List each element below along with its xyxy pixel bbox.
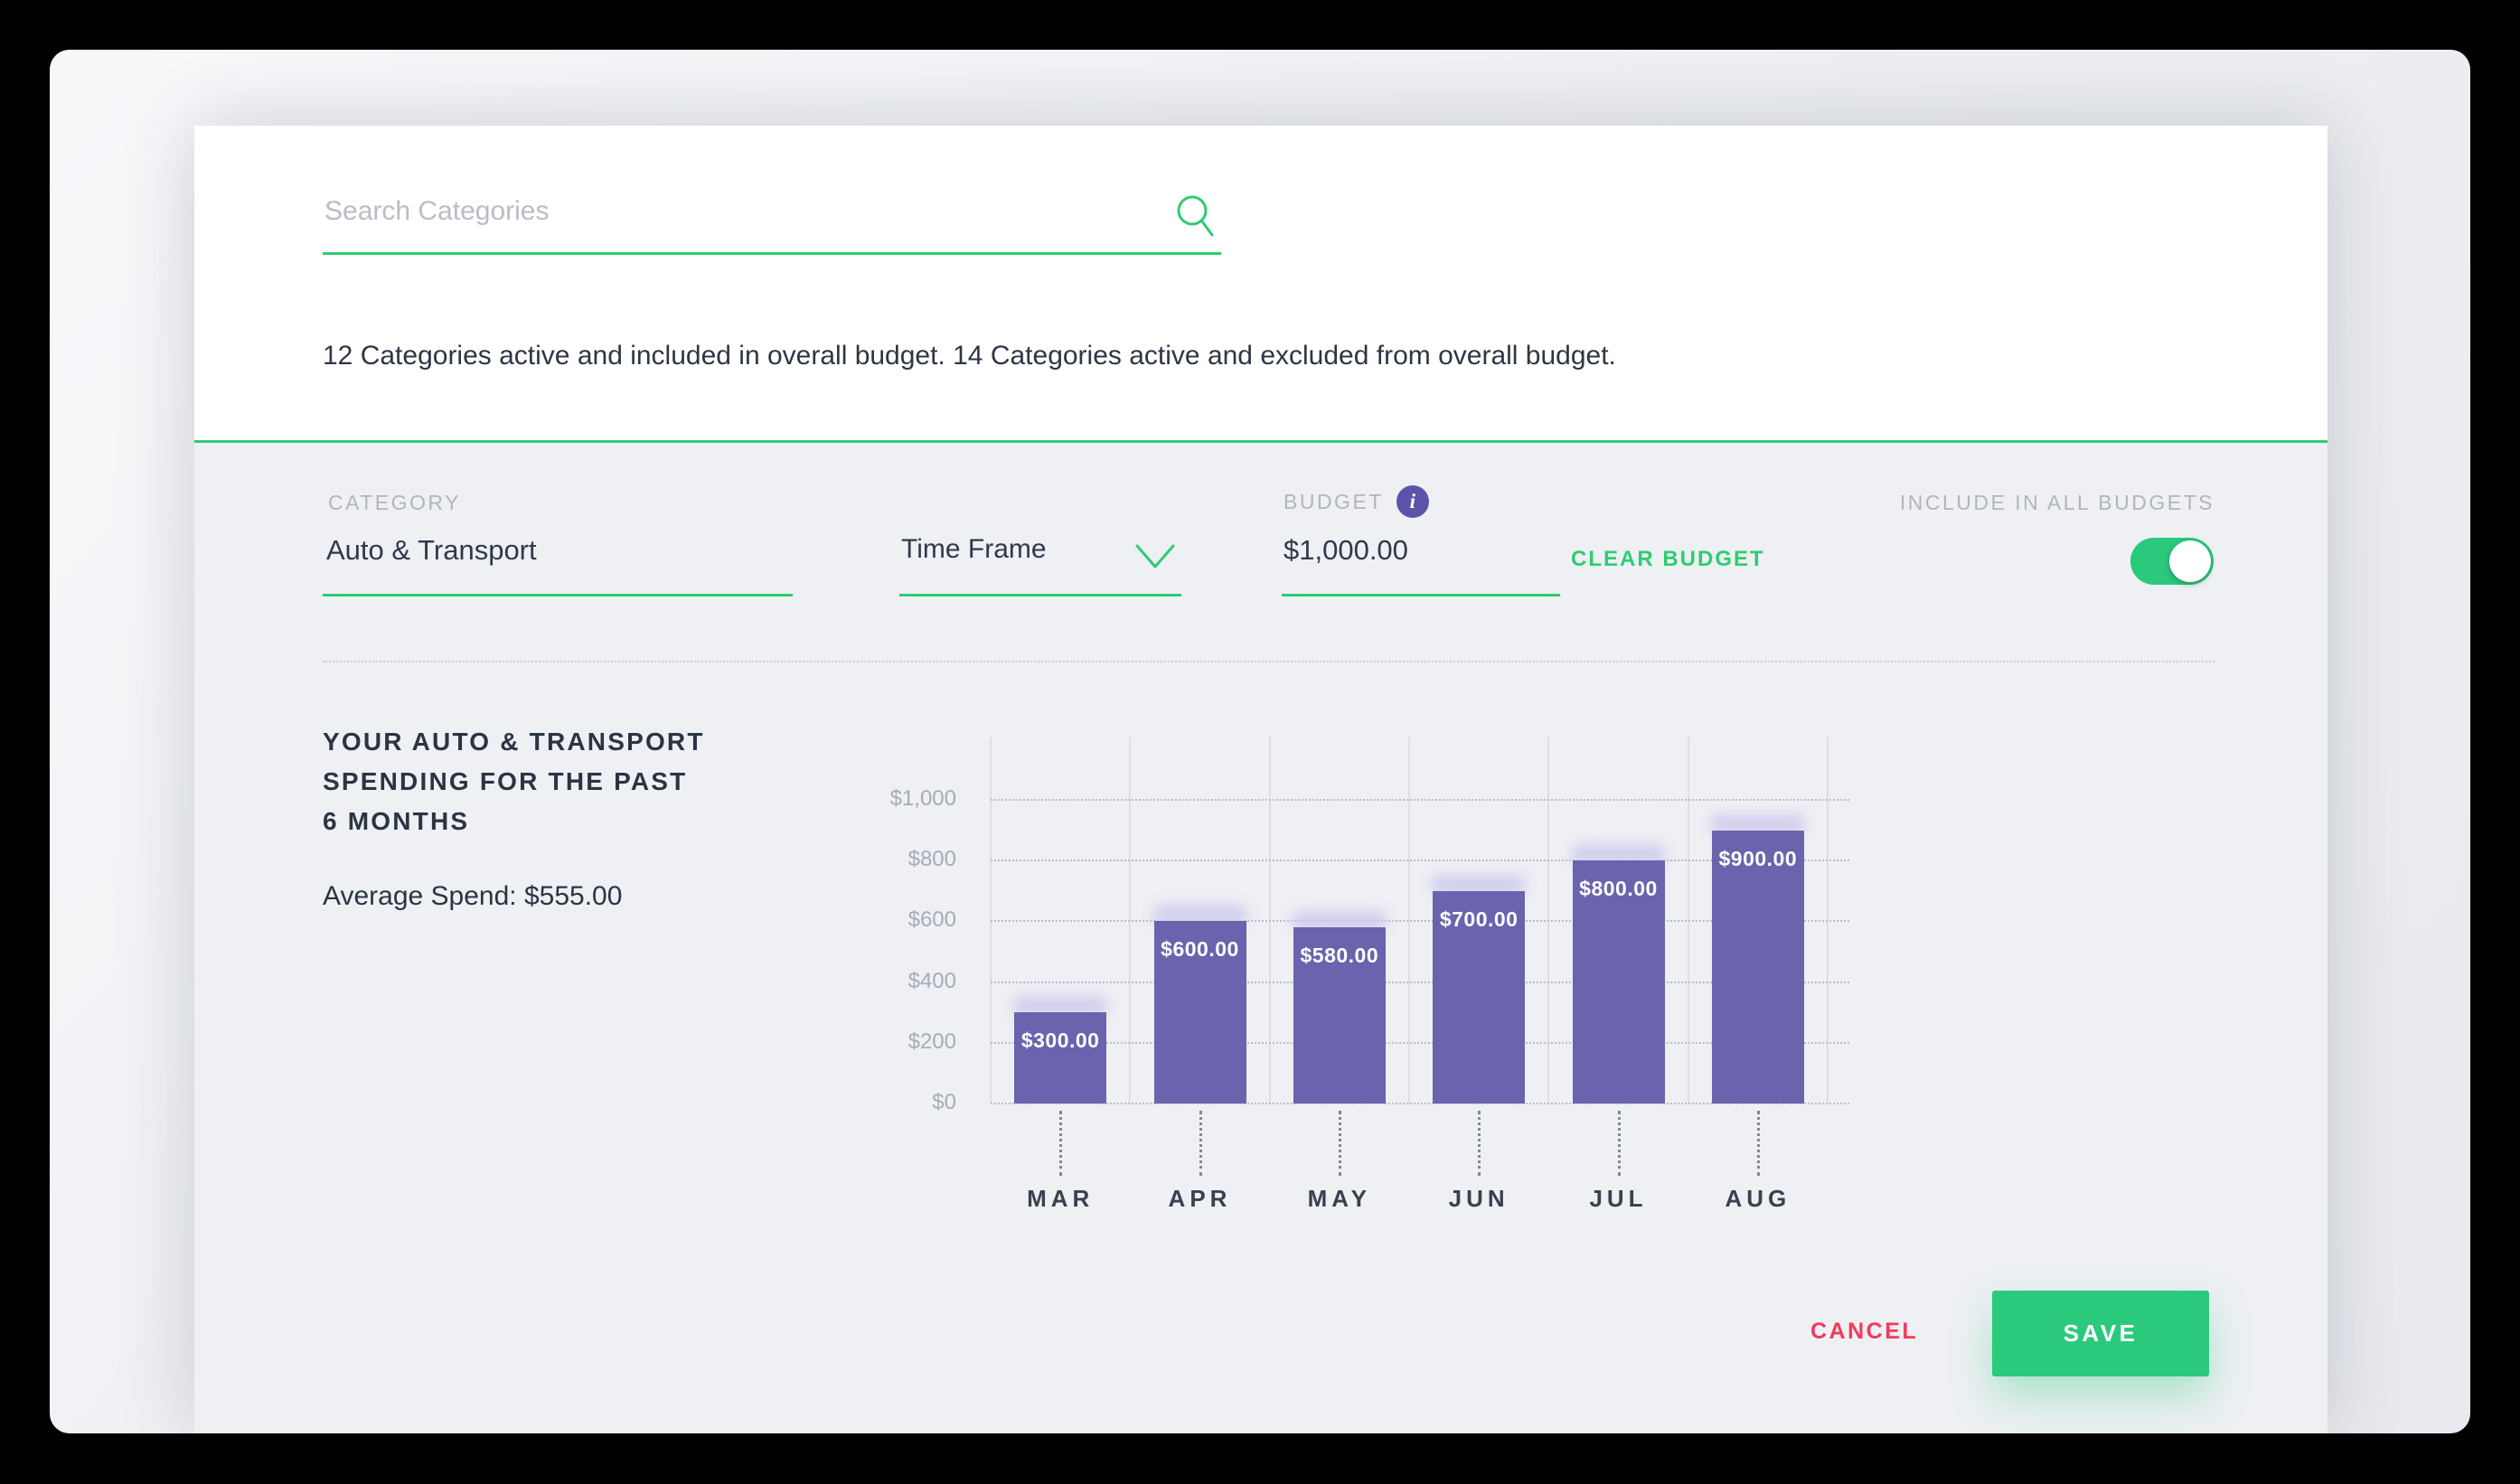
grid-hline: [991, 1103, 1849, 1104]
x-axis-label: MAY: [1307, 1185, 1372, 1212]
bar: [1572, 860, 1665, 1104]
category-input[interactable]: Auto & Transport: [326, 534, 537, 566]
bar-value-label: $300.00: [1020, 1028, 1100, 1053]
app-window: 12 Categories active and included in ove…: [50, 50, 2470, 1433]
y-axis-label: $800: [907, 847, 956, 872]
bar-drop-line: [1199, 1111, 1202, 1176]
bar-drop-line: [1478, 1111, 1481, 1176]
grid-hline: [991, 859, 1849, 862]
y-axis-label: $400: [907, 968, 956, 993]
grid-vline: [1129, 737, 1131, 1104]
budget-input[interactable]: $1,000.00: [1284, 534, 1408, 566]
y-axis-label: $1,000: [889, 786, 956, 811]
bar: [1433, 890, 1526, 1104]
category-label: CATEGORY: [328, 491, 461, 514]
bar-drop-line: [1338, 1111, 1341, 1176]
average-spend: Average Spend: $555.00: [323, 881, 623, 911]
bar-drop-line: [1617, 1111, 1621, 1176]
bar-halo: [1570, 844, 1667, 865]
grid-vline: [1827, 737, 1829, 1104]
cancel-button[interactable]: CANCEL: [1810, 1319, 1919, 1344]
time-frame-underline: [899, 594, 1181, 596]
x-axis-label: JUN: [1448, 1185, 1509, 1212]
search-input[interactable]: [323, 174, 1158, 249]
budget-label: BUDGET: [1284, 489, 1384, 513]
y-axis-label: $200: [907, 1028, 956, 1054]
grid-vline: [1547, 737, 1549, 1104]
bar: [1293, 927, 1386, 1104]
time-frame-label: Time Frame: [901, 534, 1047, 564]
dotted-separator: [323, 661, 2214, 662]
bar-value-label: $580.00: [1300, 944, 1379, 968]
bar-value-label: $700.00: [1439, 906, 1519, 931]
category-underline: [323, 594, 793, 596]
bar: [1014, 1012, 1107, 1104]
bar-drop-line: [1059, 1111, 1063, 1176]
y-axis-label: $600: [907, 907, 956, 933]
save-button-label: SAVE: [2063, 1320, 2139, 1347]
bar-halo: [1152, 905, 1248, 925]
grid-hline: [991, 1041, 1849, 1044]
budget-underline: [1282, 594, 1560, 596]
chevron-down-icon[interactable]: [1134, 543, 1176, 570]
y-axis-label: $0: [932, 1090, 956, 1114]
info-icon[interactable]: i: [1396, 485, 1429, 518]
bar: [1153, 921, 1246, 1104]
clear-budget-button[interactable]: CLEAR BUDGET: [1571, 547, 1765, 571]
search-field: [323, 174, 1221, 255]
bar-drop-line: [1756, 1111, 1760, 1176]
bar-value-label: $600.00: [1161, 937, 1239, 962]
toggle-knob: [2169, 540, 2211, 582]
x-axis-label: AUG: [1725, 1185, 1791, 1212]
save-button[interactable]: SAVE: [1992, 1291, 2209, 1376]
bar-halo: [1012, 996, 1109, 1017]
bar: [1711, 830, 1804, 1104]
include-in-all-budgets-label: INCLUDE IN ALL BUDGETS: [1899, 491, 2214, 514]
grid-hline: [991, 981, 1849, 983]
x-axis-label: APR: [1168, 1185, 1232, 1212]
search-icon[interactable]: [1172, 193, 1218, 243]
bar-halo: [1291, 911, 1387, 932]
categories-summary: 12 Categories active and included in ove…: [323, 341, 1616, 371]
grid-hline: [991, 799, 1849, 801]
bar-value-label: $800.00: [1579, 877, 1658, 901]
section-divider: [194, 440, 2327, 443]
spending-bar-chart: $0 $200 $400 $600 $800 $1,000 $300.00 MAR $600.0…: [890, 737, 1849, 1212]
grid-vline: [1408, 737, 1410, 1104]
x-axis-label: MAR: [1027, 1185, 1095, 1212]
grid-hline: [991, 920, 1849, 923]
bar-halo: [1709, 813, 1806, 834]
grid-vline: [990, 737, 992, 1104]
grid-vline: [1269, 737, 1271, 1104]
x-axis-label: JUL: [1589, 1185, 1648, 1212]
bar-value-label: $900.00: [1718, 846, 1798, 870]
include-toggle[interactable]: [2130, 538, 2214, 585]
bar-halo: [1431, 874, 1528, 895]
budget-category-panel: 12 Categories active and included in ove…: [194, 126, 2327, 1433]
grid-vline: [1688, 737, 1689, 1104]
chart-title: YOUR AUTO & TRANSPORT SPENDING FOR THE P…: [323, 728, 705, 835]
